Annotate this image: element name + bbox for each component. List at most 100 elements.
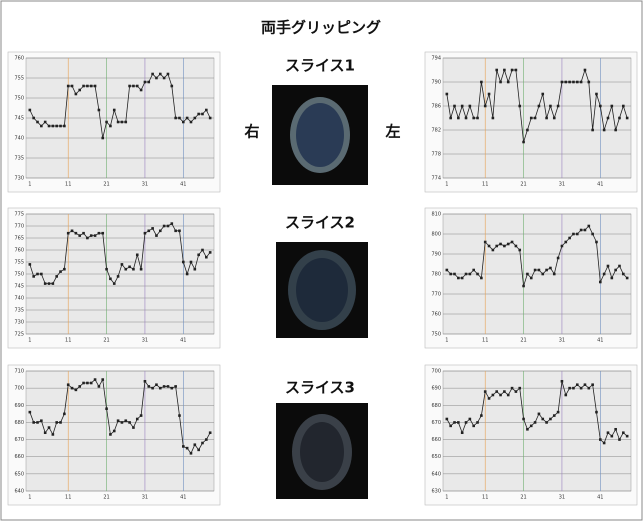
point (487, 244, 491, 248)
point (610, 434, 614, 438)
point (591, 128, 594, 132)
point (128, 84, 131, 88)
point (476, 272, 479, 276)
y-tick-label: 710 (14, 369, 24, 375)
x-tick-label: 1 (445, 495, 448, 501)
point (205, 255, 208, 259)
plot-area (25, 370, 215, 492)
point (116, 120, 120, 124)
point (101, 231, 105, 235)
point (568, 236, 571, 240)
slice-label: スライス1 (285, 57, 355, 75)
point (63, 124, 66, 128)
point (155, 383, 158, 387)
point (201, 248, 204, 252)
point (89, 381, 93, 385)
point (135, 253, 139, 257)
point (533, 421, 537, 424)
point (55, 275, 58, 278)
x-tick-label: 41 (597, 338, 603, 344)
x-tick-label: 41 (597, 495, 603, 501)
point (155, 76, 158, 80)
point (120, 421, 124, 424)
point (464, 272, 468, 276)
point (483, 104, 487, 108)
x-tick-label: 31 (559, 338, 565, 344)
point (120, 263, 124, 266)
point (143, 80, 147, 84)
point (36, 272, 39, 276)
point (59, 421, 62, 424)
side-label: 右 (244, 123, 259, 141)
point (189, 260, 193, 264)
point (143, 231, 147, 235)
point (78, 385, 82, 388)
y-tick-label: 770 (431, 292, 441, 298)
point (579, 386, 583, 390)
y-tick-label: 774 (431, 176, 441, 182)
y-tick-label: 680 (14, 420, 24, 426)
point (552, 272, 556, 276)
point (166, 72, 170, 76)
point (579, 228, 583, 232)
point (86, 236, 89, 240)
x-tick-label: 11 (65, 338, 71, 344)
point (518, 104, 522, 108)
point (158, 229, 162, 233)
point (201, 112, 204, 116)
point (510, 386, 514, 390)
y-tick-label: 700 (14, 386, 24, 392)
brain-image (272, 85, 368, 185)
point (506, 242, 510, 246)
point (579, 80, 583, 84)
y-tick-label: 650 (431, 454, 441, 460)
y-tick-label: 740 (14, 296, 24, 302)
point (541, 272, 545, 276)
x-tick-label: 1 (28, 495, 31, 501)
point (74, 92, 78, 96)
point (66, 383, 70, 387)
point (572, 80, 575, 84)
point (189, 120, 193, 124)
point (449, 272, 452, 276)
point (526, 128, 529, 132)
y-tick-label: 800 (431, 232, 441, 238)
point (545, 421, 548, 424)
point (51, 124, 55, 128)
point (158, 386, 162, 390)
x-tick-label: 31 (142, 495, 148, 501)
point (445, 92, 449, 96)
y-tick-label: 745 (14, 116, 24, 122)
x-tick-label: 21 (520, 338, 526, 344)
point (514, 244, 518, 248)
plot-area (442, 57, 632, 179)
y-tick-label: 700 (431, 369, 441, 375)
point (506, 80, 510, 84)
point (445, 417, 449, 421)
point (182, 445, 185, 448)
y-tick-label: 755 (14, 76, 24, 82)
point (591, 232, 594, 236)
point (32, 275, 35, 278)
point (468, 272, 472, 276)
point (599, 438, 602, 441)
point (591, 383, 594, 387)
point (575, 80, 579, 84)
point (124, 267, 128, 271)
point (170, 386, 174, 390)
point (549, 266, 552, 270)
y-tick-label: 735 (14, 308, 24, 314)
point (139, 414, 143, 417)
point (112, 429, 116, 433)
x-tick-label: 41 (180, 182, 186, 188)
point (572, 386, 575, 390)
point (109, 124, 112, 128)
y-tick-label: 755 (14, 260, 24, 266)
point (135, 84, 139, 88)
point (28, 410, 32, 414)
point (82, 231, 85, 235)
y-tick-label: 782 (431, 128, 441, 134)
point (457, 276, 460, 280)
